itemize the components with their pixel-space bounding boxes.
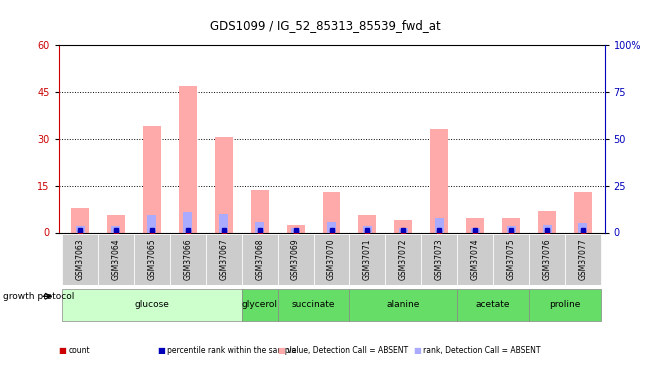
Text: GDS1099 / IG_52_85313_85539_fwd_at: GDS1099 / IG_52_85313_85539_fwd_at (209, 19, 441, 32)
Text: glycerol: glycerol (242, 300, 278, 309)
Text: glucose: glucose (135, 300, 170, 309)
Text: GSM37072: GSM37072 (399, 239, 408, 280)
Bar (327, 222, 336, 232)
Bar (471, 228, 480, 232)
Bar (350, 234, 385, 285)
Bar (538, 211, 556, 232)
Bar (543, 225, 551, 232)
Bar (457, 289, 529, 321)
Text: GSM37074: GSM37074 (471, 239, 480, 280)
Bar (287, 225, 305, 232)
Text: GSM37069: GSM37069 (291, 239, 300, 280)
Text: GSM37063: GSM37063 (75, 239, 84, 280)
Bar (255, 222, 264, 232)
Bar (313, 234, 350, 285)
Text: GSM37065: GSM37065 (148, 239, 157, 280)
Bar (134, 234, 170, 285)
Text: growth protocol: growth protocol (3, 292, 75, 301)
Text: rank, Detection Call = ABSENT: rank, Detection Call = ABSENT (423, 346, 541, 355)
Bar (242, 234, 278, 285)
Text: GSM37073: GSM37073 (435, 239, 444, 280)
Text: GSM37075: GSM37075 (506, 239, 515, 280)
Text: percentile rank within the sample: percentile rank within the sample (166, 346, 296, 355)
Bar (578, 223, 588, 232)
Text: ■: ■ (277, 346, 285, 355)
Bar (62, 289, 242, 321)
Bar (395, 220, 412, 232)
Bar (183, 212, 192, 232)
Bar (506, 226, 515, 232)
Text: succinate: succinate (292, 300, 335, 309)
Bar (350, 289, 457, 321)
Bar (98, 234, 134, 285)
Text: GSM37076: GSM37076 (543, 239, 552, 280)
Bar (242, 289, 278, 321)
Text: GSM37071: GSM37071 (363, 239, 372, 280)
Bar (214, 137, 233, 232)
Text: GSM37066: GSM37066 (183, 239, 192, 280)
Bar (107, 215, 125, 232)
Bar (322, 192, 341, 232)
Bar (385, 234, 421, 285)
Text: ■: ■ (58, 346, 66, 355)
Bar (179, 86, 197, 232)
Bar (62, 234, 98, 285)
Bar (278, 289, 350, 321)
Bar (170, 234, 206, 285)
Text: GSM37068: GSM37068 (255, 239, 264, 280)
Bar (71, 207, 89, 232)
Bar (466, 218, 484, 232)
Bar (251, 190, 268, 232)
Text: GSM37064: GSM37064 (111, 239, 120, 280)
Text: GSM37077: GSM37077 (578, 239, 588, 280)
Bar (457, 234, 493, 285)
Bar (399, 228, 408, 232)
Bar (493, 234, 529, 285)
Bar (278, 234, 313, 285)
Bar (529, 289, 601, 321)
Bar (112, 226, 120, 232)
Text: alanine: alanine (387, 300, 420, 309)
Bar (529, 234, 565, 285)
Bar (421, 234, 457, 285)
Text: value, Detection Call = ABSENT: value, Detection Call = ABSENT (287, 346, 408, 355)
Bar (574, 192, 592, 232)
Bar (358, 215, 376, 232)
Text: proline: proline (549, 300, 580, 309)
Bar (206, 234, 242, 285)
Bar (435, 218, 444, 232)
Text: ■: ■ (413, 346, 421, 355)
Text: count: count (68, 346, 90, 355)
Bar (502, 218, 520, 232)
Bar (565, 234, 601, 285)
Bar (219, 214, 228, 232)
Bar (75, 226, 84, 232)
Bar (430, 129, 448, 232)
Text: GSM37067: GSM37067 (219, 239, 228, 280)
Text: ■: ■ (157, 346, 164, 355)
Bar (291, 228, 300, 232)
Bar (148, 215, 157, 232)
Bar (363, 226, 372, 232)
Bar (143, 126, 161, 232)
Text: GSM37070: GSM37070 (327, 239, 336, 280)
Text: acetate: acetate (476, 300, 510, 309)
